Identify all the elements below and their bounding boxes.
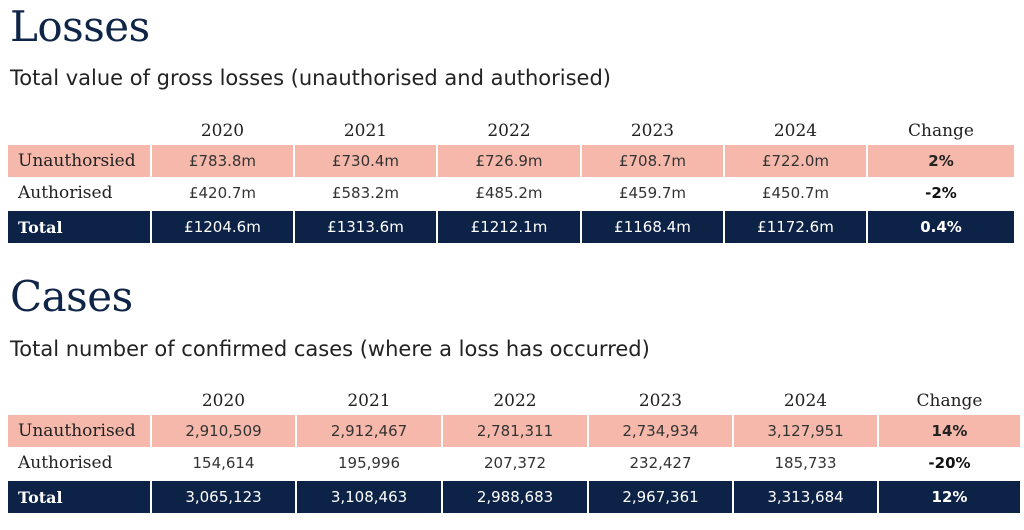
table-row-unauthorised: Unauthorised 2,910,509 2,912,467 2,781,3… <box>8 415 1020 447</box>
table-cell: £1212.1m <box>438 209 582 243</box>
row-label: Unauthorised <box>8 415 152 447</box>
table-cell: £420.7m <box>152 177 295 209</box>
column-header: 2020 <box>152 117 295 145</box>
table-row-authorised: Authorised 154,614 195,996 207,372 232,4… <box>8 447 1020 479</box>
cases-table: 2020 2021 2022 2023 2024 Change Unauthor… <box>8 387 1020 513</box>
change-cell: -20% <box>879 447 1020 479</box>
column-header: 2024 <box>725 117 868 145</box>
row-label: Unauthorsied <box>8 145 152 177</box>
table-cell: £730.4m <box>295 145 438 177</box>
change-cell: 2% <box>868 145 1014 177</box>
table-cell: 232,427 <box>589 447 734 479</box>
table-cell: £1313.6m <box>295 209 438 243</box>
table-cell: £1172.6m <box>725 209 868 243</box>
losses-table: 2020 2021 2022 2023 2024 Change Unauthor… <box>8 117 1014 243</box>
row-label: Authorised <box>8 447 152 479</box>
table-cell: 2,734,934 <box>589 415 734 447</box>
table-cell: £583.2m <box>295 177 438 209</box>
row-label: Authorised <box>8 177 152 209</box>
table-cell: £783.8m <box>152 145 295 177</box>
table-cell: 3,127,951 <box>734 415 879 447</box>
losses-heading: Losses <box>10 2 150 51</box>
cases-subtitle: Total number of confirmed cases (where a… <box>10 337 650 361</box>
table-cell: 185,733 <box>734 447 879 479</box>
table-cell: £459.7m <box>582 177 725 209</box>
column-header: 2023 <box>589 387 734 415</box>
table-cell: 154,614 <box>152 447 297 479</box>
table-cell: £1204.6m <box>152 209 295 243</box>
column-header: 2021 <box>297 387 443 415</box>
table-row-unauthorised: Unauthorsied £783.8m £730.4m £726.9m £70… <box>8 145 1014 177</box>
table-cell: 2,988,683 <box>443 479 589 513</box>
change-cell: 14% <box>879 415 1020 447</box>
table-row-total: Total £1204.6m £1313.6m £1212.1m £1168.4… <box>8 209 1014 243</box>
table-cell: £726.9m <box>438 145 582 177</box>
column-header: 2023 <box>582 117 725 145</box>
column-header: Change <box>916 391 983 411</box>
cases-heading: Cases <box>10 272 133 321</box>
table-cell: £722.0m <box>725 145 868 177</box>
column-header: 2021 <box>295 117 438 145</box>
table-cell: 2,910,509 <box>152 415 297 447</box>
column-header: 2022 <box>443 387 589 415</box>
table-cell: 2,912,467 <box>297 415 443 447</box>
row-label: Total <box>8 479 152 513</box>
header-blank <box>8 387 152 415</box>
losses-header-row: 2020 2021 2022 2023 2024 Change <box>8 117 1014 145</box>
change-cell: -2% <box>868 177 1014 209</box>
change-cell: 0.4% <box>868 209 1014 243</box>
column-header: 2020 <box>152 387 297 415</box>
table-cell: 207,372 <box>443 447 589 479</box>
column-header: 2024 <box>734 387 879 415</box>
row-label: Total <box>8 209 152 243</box>
column-header: Change <box>908 121 974 141</box>
table-cell: 3,313,684 <box>734 479 879 513</box>
cases-header-row: 2020 2021 2022 2023 2024 Change <box>8 387 1020 415</box>
table-cell: 3,108,463 <box>297 479 443 513</box>
column-header: 2022 <box>438 117 582 145</box>
table-cell: 195,996 <box>297 447 443 479</box>
table-cell: £1168.4m <box>582 209 725 243</box>
table-cell: £708.7m <box>582 145 725 177</box>
change-cell: 12% <box>879 479 1020 513</box>
table-cell: £485.2m <box>438 177 582 209</box>
table-cell: £450.7m <box>725 177 868 209</box>
table-cell: 3,065,123 <box>152 479 297 513</box>
header-blank <box>8 117 152 145</box>
losses-subtitle: Total value of gross losses (unauthorise… <box>10 66 612 90</box>
table-cell: 2,967,361 <box>589 479 734 513</box>
table-row-total: Total 3,065,123 3,108,463 2,988,683 2,96… <box>8 479 1020 513</box>
table-cell: 2,781,311 <box>443 415 589 447</box>
table-row-authorised: Authorised £420.7m £583.2m £485.2m £459.… <box>8 177 1014 209</box>
